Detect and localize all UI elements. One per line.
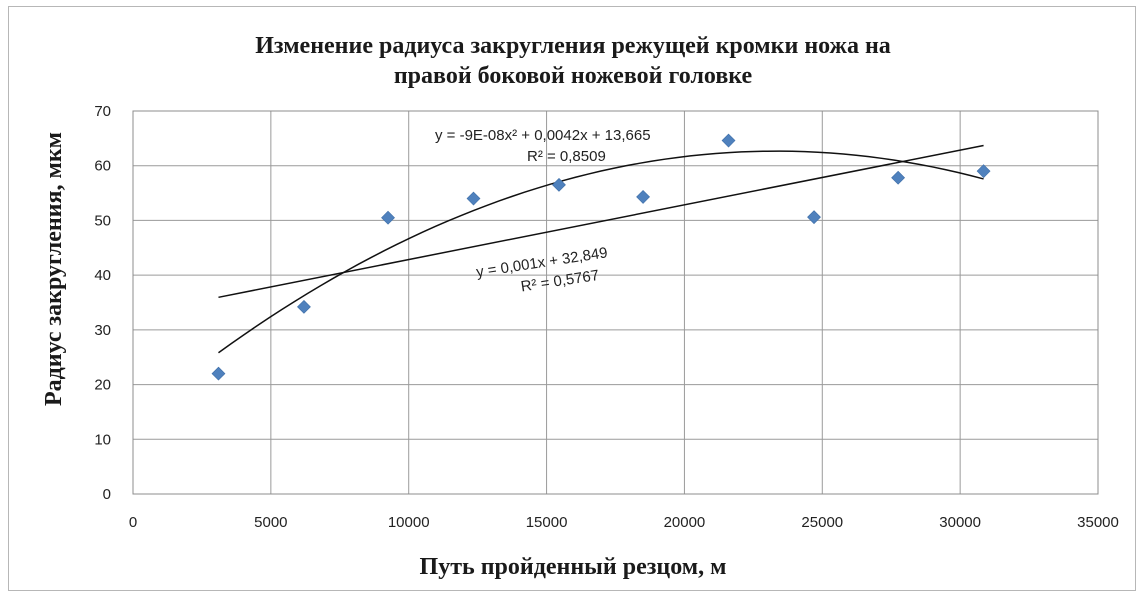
data-point-layer	[211, 133, 991, 381]
x-tick-label: 35000	[1077, 514, 1119, 531]
y-axis-title: Радиус закругления, мкм	[41, 132, 67, 406]
trendline-layer	[218, 144, 984, 354]
chart-title-line-1: Изменение радиуса закругления режущей кр…	[255, 33, 891, 59]
poly-trend-r2: R² = 0,8509	[527, 148, 606, 165]
data-point	[721, 133, 736, 148]
data-point	[891, 170, 906, 185]
plot-area	[132, 110, 1099, 495]
data-point	[297, 299, 311, 314]
chart-frame: Изменение радиуса закругления режущей кр…	[8, 6, 1136, 591]
grid-layer	[133, 111, 1098, 494]
chart-svg: Изменение радиуса закругления режущей кр…	[41, 33, 1119, 580]
data-point	[466, 191, 481, 206]
polynomial-trendline	[218, 150, 984, 354]
y-tick-label: 20	[94, 377, 111, 394]
x-tick-label: 20000	[664, 514, 706, 531]
y-tick-label: 40	[94, 267, 111, 284]
data-point	[381, 210, 395, 225]
data-point	[636, 189, 650, 204]
x-tick-label: 0	[129, 514, 137, 531]
y-tick-label: 70	[94, 103, 111, 120]
data-point	[976, 164, 991, 179]
y-tick-label: 60	[94, 158, 111, 175]
y-tick-label: 50	[94, 212, 111, 229]
x-tick-label: 25000	[801, 514, 843, 531]
x-tick-label: 15000	[526, 514, 568, 531]
poly-trend-equation: y = -9E-08x² + 0,0042x + 13,665	[435, 127, 651, 144]
y-tick-label: 10	[94, 431, 111, 448]
data-point	[552, 177, 566, 192]
x-tick-label: 10000	[388, 514, 430, 531]
linear-trendline	[218, 144, 984, 299]
x-axis-title: Путь пройденный резцом, м	[420, 554, 727, 580]
chart-title-line-2: правой боковой ножевой головке	[394, 63, 753, 89]
y-tick-label: 30	[94, 322, 111, 339]
y-tick-label: 0	[103, 486, 111, 503]
data-point	[807, 210, 821, 225]
data-point	[211, 366, 226, 381]
tick-layer: 0 5000 10000 15000 20000 25000 30000 35000 0 10 20…	[94, 103, 1119, 531]
x-tick-label: 5000	[254, 514, 287, 531]
x-tick-label: 30000	[939, 514, 981, 531]
